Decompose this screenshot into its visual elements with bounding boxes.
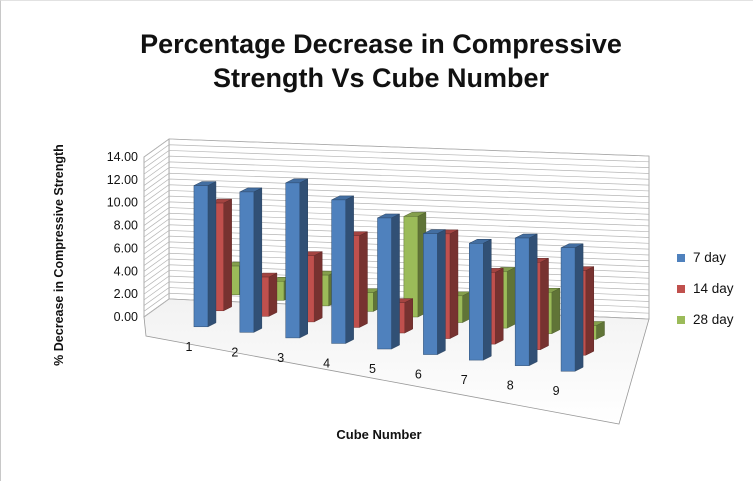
- gridline: [143, 178, 650, 198]
- gridline: [143, 184, 650, 203]
- gridline: [143, 195, 650, 215]
- bar-7-day-cube-6: [423, 229, 446, 355]
- legend-item: 14 day: [677, 281, 734, 296]
- gridline: [143, 161, 650, 181]
- gridline: [143, 218, 650, 238]
- gridline: [143, 155, 650, 175]
- x-tick-label: 7: [461, 373, 468, 387]
- bar-7-day-cube-2: [239, 187, 263, 333]
- x-tick-label: 2: [231, 345, 238, 359]
- legend-item: 7 day: [677, 250, 726, 265]
- y-tick-label: 0.00: [114, 310, 138, 324]
- x-tick-label: 6: [415, 368, 422, 382]
- x-tick-label: 8: [507, 379, 514, 393]
- y-axis-label: % Decrease in Compressive Strength: [52, 144, 66, 366]
- legend-swatch: [677, 316, 685, 324]
- y-tick-label: 10.00: [107, 196, 138, 210]
- chart-title: Percentage Decrease in Compressive Stren…: [140, 29, 622, 93]
- legend-item: 28 day: [677, 312, 734, 327]
- legend-label: 7 day: [693, 250, 726, 265]
- bar-7-day-cube-9: [560, 243, 584, 372]
- y-axis-ticks: 0.00 2.00 4.00 6.00 8.00 10.00 12.00 14.00: [107, 150, 138, 324]
- y-tick-label: 6.00: [114, 241, 138, 255]
- y-tick-label: 2.00: [114, 287, 138, 301]
- gridline: [143, 212, 650, 233]
- legend-swatch: [677, 254, 685, 262]
- y-tick-label: 4.00: [114, 264, 138, 278]
- gridline: [143, 224, 650, 244]
- x-tick-label: 1: [185, 340, 192, 354]
- gridline: [143, 201, 650, 221]
- x-tick-label: 9: [553, 384, 560, 398]
- bar-7-day-cube-5: [377, 213, 400, 350]
- gridline: [143, 144, 650, 163]
- x-tick-label: 4: [323, 356, 330, 370]
- y-tick-label: 12.00: [107, 173, 138, 187]
- x-axis-label: Cube Number: [336, 427, 421, 442]
- gridline: [143, 167, 650, 186]
- bar-series-group: [193, 178, 605, 372]
- legend-label: 28 day: [693, 312, 734, 327]
- y-tick-label: 8.00: [114, 219, 138, 233]
- legend: 7 day 14 day 28 day: [677, 250, 734, 327]
- x-tick-label: 3: [277, 351, 284, 365]
- gridline: [143, 138, 650, 158]
- legend-label: 14 day: [693, 281, 734, 296]
- gridline: [143, 190, 650, 209]
- x-axis-ticks: 1 2 3 4 5 6 7 8 9: [185, 340, 559, 398]
- bar-7-day-cube-3: [285, 178, 308, 339]
- bar-7-day-cube-1: [193, 181, 217, 328]
- gridline: [143, 172, 650, 192]
- gridline: [143, 207, 650, 227]
- gridline: [143, 150, 650, 169]
- x-tick-label: 5: [369, 362, 376, 376]
- y-tick-label: 14.00: [107, 150, 138, 164]
- bar-7-day-cube-7: [469, 238, 492, 361]
- bar-7-day-cube-8: [514, 233, 538, 367]
- bar-7-day-cube-4: [331, 195, 354, 344]
- legend-swatch: [677, 285, 685, 293]
